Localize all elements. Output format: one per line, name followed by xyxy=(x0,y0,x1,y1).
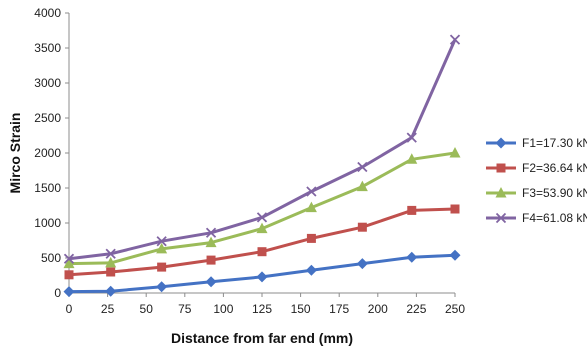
series-4-point xyxy=(156,236,167,247)
series-4-point xyxy=(256,212,268,223)
legend-label: F4=61.08 kN xyxy=(522,211,587,225)
x-tick-label: 75 xyxy=(178,302,192,316)
series-4-point xyxy=(406,132,417,143)
x-tick-label: 100 xyxy=(213,302,233,316)
series-layer xyxy=(63,34,461,298)
series-2-point xyxy=(64,270,74,280)
series-3-point xyxy=(105,256,117,268)
series-2-point xyxy=(257,247,267,257)
y-tick-label: 3000 xyxy=(34,76,61,90)
series-4-point xyxy=(205,227,217,238)
series-1-point xyxy=(256,271,268,283)
y-axis-ticks: 0 500 1000 1500 2000 2500 3000 3500 4000 xyxy=(34,6,69,300)
series-3-point xyxy=(63,257,75,269)
series-2-point xyxy=(407,205,417,215)
series-2-point xyxy=(157,262,167,272)
series-2 xyxy=(64,204,460,280)
legend: F1=17.30 kN F2=36.64 kN F3=53.90 kN F4=61.0… xyxy=(486,136,587,225)
series-3-point xyxy=(256,222,268,234)
legend-label: F1=17.30 kN xyxy=(522,136,587,150)
y-tick-label: 1000 xyxy=(34,216,61,230)
y-axis-title: Mirco Strain xyxy=(7,113,23,194)
y-tick-label: 2000 xyxy=(34,146,61,160)
series-1-point xyxy=(63,286,75,298)
x-tick-label: 225 xyxy=(406,302,426,316)
series-2-point xyxy=(106,267,116,277)
x-tick-label: 200 xyxy=(368,302,388,316)
y-tick-label: 500 xyxy=(41,251,61,265)
series-1-point xyxy=(449,249,461,261)
x-tick-label: 250 xyxy=(445,302,465,316)
series-3-line xyxy=(68,151,456,266)
series-4-point xyxy=(105,248,116,259)
series-1-point xyxy=(205,276,217,288)
legend-label: F2=36.64 kN xyxy=(522,161,587,175)
series-1-point xyxy=(356,258,368,270)
legend-label: F3=53.90 kN xyxy=(522,186,587,200)
legend-item: F4=61.08 kN xyxy=(486,211,587,225)
x-tick-label: 25 xyxy=(101,302,115,316)
x-tick-label: 150 xyxy=(291,302,311,316)
legend-swatch-marker xyxy=(495,212,507,224)
x-axis-title: Distance from far end (mm) xyxy=(171,330,353,346)
series-4-point xyxy=(449,34,461,45)
legend-item: F2=36.64 kN xyxy=(486,161,587,175)
series-3-point xyxy=(205,236,217,248)
series-2-point xyxy=(357,222,367,232)
series-3-point xyxy=(449,147,461,158)
series-4-point xyxy=(306,186,317,197)
series-1 xyxy=(63,249,461,298)
series-2-point xyxy=(306,233,316,243)
y-tick-label: 3500 xyxy=(34,41,61,55)
series-2-point xyxy=(206,255,216,265)
legend-swatch-marker xyxy=(495,137,507,149)
y-tick-label: 4000 xyxy=(34,6,61,20)
x-axis-ticks: 0 25 50 75 100 125 150 175 200 225 250 xyxy=(66,293,465,316)
series-1-point xyxy=(105,285,117,297)
y-tick-label: 1500 xyxy=(34,181,61,195)
series-3-point xyxy=(156,242,168,254)
legend-swatch-marker xyxy=(496,163,506,173)
series-1-point xyxy=(156,281,168,293)
x-tick-label: 125 xyxy=(252,302,272,316)
series-1-point xyxy=(406,251,418,263)
y-tick-label: 0 xyxy=(54,286,61,300)
series-3-point xyxy=(305,201,317,213)
legend-item: F1=17.30 kN xyxy=(486,136,587,150)
y-tick-label: 2500 xyxy=(34,111,61,125)
series-3 xyxy=(63,147,461,269)
series-4-point xyxy=(357,161,368,173)
series-3-point xyxy=(406,153,418,164)
series-4-point xyxy=(63,253,75,264)
x-tick-label: 50 xyxy=(140,302,154,316)
series-2-point xyxy=(450,204,460,214)
x-tick-label: 175 xyxy=(329,302,349,316)
series-3-point xyxy=(356,180,368,192)
legend-swatch-marker xyxy=(495,187,507,198)
x-tick-label: 0 xyxy=(66,302,73,316)
series-1-point xyxy=(305,264,317,276)
legend-item: F3=53.90 kN xyxy=(486,186,587,200)
series-4 xyxy=(63,34,461,264)
